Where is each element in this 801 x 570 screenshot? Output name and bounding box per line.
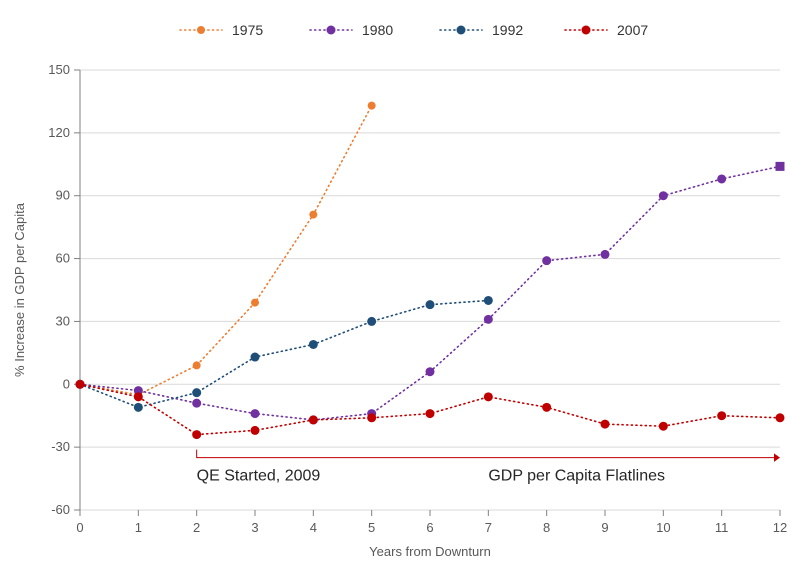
x-tick-label: 6 — [426, 520, 433, 535]
x-tick-label: 4 — [310, 520, 317, 535]
x-tick-label: 3 — [251, 520, 258, 535]
y-tick-label: 0 — [63, 376, 70, 391]
series-marker-2007 — [717, 411, 726, 420]
y-tick-label: 150 — [48, 62, 70, 77]
x-tick-label: 10 — [656, 520, 670, 535]
series-marker-2007 — [192, 430, 201, 439]
x-tick-label: 9 — [601, 520, 608, 535]
series-marker-2007 — [601, 420, 610, 429]
series-marker-1980 — [659, 191, 668, 200]
legend-label-1992: 1992 — [492, 22, 523, 38]
gdp-recovery-chart: 0123456789101112-60-300306090120150Years… — [0, 0, 801, 570]
annotation-gdp-flatlines: GDP per Capita Flatlines — [488, 468, 665, 485]
y-tick-label: 90 — [56, 188, 70, 203]
legend-label-1980: 1980 — [362, 22, 393, 38]
series-marker-1980 — [251, 409, 260, 418]
series-marker-1992 — [251, 353, 260, 362]
series-marker-1975 — [368, 102, 376, 110]
series-marker-1980 — [776, 162, 785, 171]
series-marker-1975 — [251, 299, 259, 307]
x-tick-label: 0 — [76, 520, 83, 535]
series-marker-1975 — [193, 361, 201, 369]
series-marker-1980 — [542, 256, 551, 265]
series-marker-2007 — [484, 392, 493, 401]
x-tick-label: 2 — [193, 520, 200, 535]
y-tick-label: -30 — [51, 439, 70, 454]
series-marker-2007 — [426, 409, 435, 418]
series-marker-1992 — [309, 340, 318, 349]
x-tick-label: 11 — [715, 520, 729, 535]
series-marker-1980 — [484, 315, 493, 324]
series-marker-2007 — [659, 422, 668, 431]
series-marker-2007 — [367, 413, 376, 422]
x-tick-label: 1 — [135, 520, 142, 535]
series-marker-2007 — [776, 413, 785, 422]
series-marker-2007 — [309, 415, 318, 424]
series-marker-2007 — [542, 403, 551, 412]
series-marker-1980 — [192, 399, 201, 408]
series-marker-2007 — [76, 380, 85, 389]
x-tick-label: 12 — [773, 520, 787, 535]
series-marker-1992 — [426, 300, 435, 309]
legend-label-1975: 1975 — [232, 22, 263, 38]
series-marker-1980 — [426, 367, 435, 376]
x-tick-label: 7 — [485, 520, 492, 535]
legend-marker-1975 — [197, 26, 205, 34]
y-tick-label: 60 — [56, 251, 70, 266]
series-marker-1980 — [717, 174, 726, 183]
annotation-qe-started: QE Started, 2009 — [197, 468, 321, 485]
y-tick-label: 120 — [48, 125, 70, 140]
series-marker-1980 — [601, 250, 610, 259]
legend-marker-2007 — [582, 26, 591, 35]
legend-marker-1980 — [327, 26, 336, 35]
y-tick-label: -60 — [51, 502, 70, 517]
series-marker-2007 — [134, 392, 143, 401]
x-tick-label: 5 — [368, 520, 375, 535]
legend-label-2007: 2007 — [617, 22, 648, 38]
y-axis-label: % Increase in GDP per Capita — [12, 202, 27, 377]
series-marker-1975 — [309, 211, 317, 219]
series-marker-1992 — [367, 317, 376, 326]
chart-bg — [0, 0, 801, 570]
x-tick-label: 8 — [543, 520, 550, 535]
series-marker-1992 — [484, 296, 493, 305]
series-marker-1992 — [192, 388, 201, 397]
series-marker-2007 — [251, 426, 260, 435]
x-axis-label: Years from Downturn — [369, 544, 491, 559]
legend-marker-1992 — [457, 26, 466, 35]
series-marker-1992 — [134, 403, 143, 412]
y-tick-label: 30 — [56, 313, 70, 328]
